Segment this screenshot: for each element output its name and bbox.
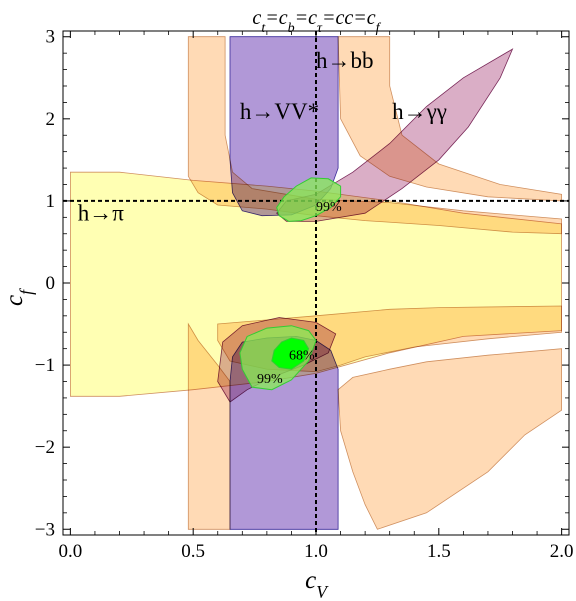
y-tick-label: 3 [46, 27, 56, 48]
region-annotations: h→bb h→VV* h→γγ h→π [78, 48, 447, 226]
x-axis-label: cV [305, 567, 329, 601]
annotation-h-to-bb: h→bb [316, 48, 374, 73]
x-axis-ticks: 0.0 0.5 1.0 1.5 2.0 [58, 31, 574, 562]
fit-region-68pct-3 [271, 337, 310, 370]
x-tick-label: 0.0 [58, 541, 82, 562]
y-tick-label: 0 [46, 273, 56, 294]
x-tick-label: 0.5 [181, 541, 205, 562]
region-h-to-bb-5 [337, 348, 562, 530]
chart-title: ct=cb=cτ=cc=cf [252, 7, 381, 36]
x-tick-label: 1.5 [427, 541, 451, 562]
y-tick-label: −1 [35, 355, 55, 376]
fit-regions-layer: 99% 99% 68% [239, 177, 342, 391]
annotation-h-to: h→π [78, 201, 125, 226]
annotation-h-to: h→γγ [392, 99, 447, 124]
region-h-to-1 [276, 48, 514, 222]
x-tick-label: 1.0 [304, 541, 328, 562]
fit-label-99pct-1: 99% [316, 200, 342, 215]
y-axis-ticks: −3 −2 −1 0 1 2 3 [35, 27, 569, 540]
fit-label-99pct-2: 99% [257, 372, 283, 387]
x-tick-label: 2.0 [550, 541, 574, 562]
y-tick-label: 1 [46, 191, 56, 212]
y-tick-label: −2 [35, 437, 55, 458]
y-tick-label: 2 [46, 109, 56, 130]
y-axis-label: cf [1, 288, 36, 306]
fit-region-99pct-1 [276, 177, 342, 222]
y-tick-label: −3 [35, 519, 55, 540]
fit-label-68pct-3: 68% [289, 348, 315, 363]
annotation-h-to-vv: h→VV* [240, 99, 319, 124]
